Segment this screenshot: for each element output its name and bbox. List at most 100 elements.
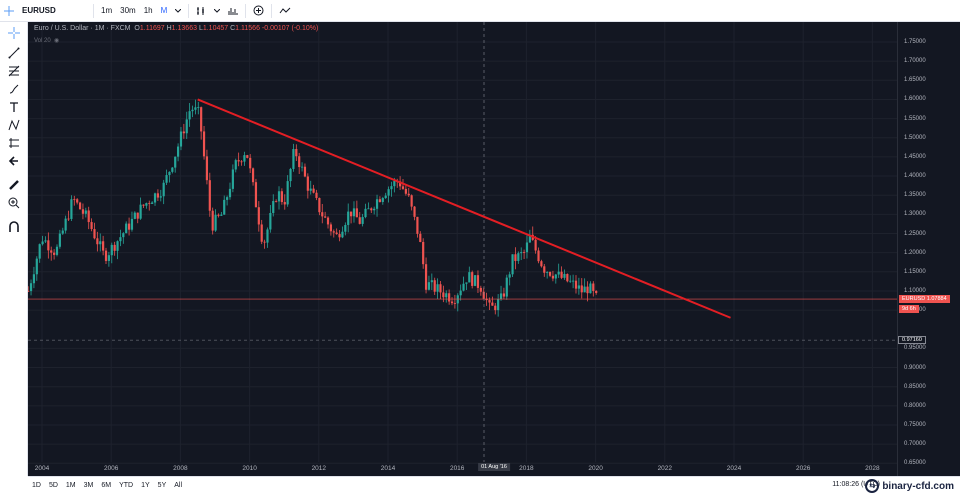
interval-dropdown-icon[interactable] [171, 0, 185, 22]
price-tick-label: 1.70000 [904, 58, 926, 65]
price-tick-label: 0.70000 [904, 441, 926, 448]
eye-icon[interactable]: ◉ [54, 38, 60, 44]
price-tick-label: 0.95000 [904, 345, 926, 352]
prediction-tool-icon[interactable] [5, 134, 23, 152]
range-all[interactable]: All [174, 482, 183, 489]
candle-body [191, 109, 194, 112]
candle-body [200, 107, 203, 132]
legend-open-label: O [134, 25, 140, 32]
range-5y[interactable]: 5Y [157, 482, 167, 489]
range-5d[interactable]: 5D [48, 482, 58, 489]
candle-body [370, 208, 373, 211]
candle-body [266, 229, 269, 243]
candle-body [249, 157, 252, 169]
candle-body [298, 156, 301, 168]
candle-body [427, 282, 431, 290]
candle-body [61, 230, 64, 234]
price-chart[interactable]: Euro / U.S. Dollar · 1M · FXCM O1.11697 … [28, 22, 897, 476]
candle-body [41, 241, 44, 245]
interval-1m[interactable]: 1m [101, 5, 113, 15]
fib-tool-icon[interactable] [5, 62, 23, 80]
candle-body [243, 155, 246, 162]
time-tick-label: 2026 [795, 465, 811, 472]
range-1m[interactable]: 1M [65, 482, 76, 489]
price-tick-label: 0.90000 [904, 364, 926, 371]
trend-line-icon[interactable] [5, 44, 23, 62]
price-scale[interactable]: 1.75000 1.70000 1.65000 1.60000 1.55000 1.500… [897, 22, 960, 476]
candle-body [548, 272, 552, 276]
ruler-icon[interactable] [5, 176, 23, 194]
candle-body [476, 275, 480, 288]
watermark: ⇆ binary-cfd.com [865, 479, 954, 493]
candle-body [566, 273, 569, 282]
candle-body [90, 222, 93, 230]
price-tick-label: 1.45000 [904, 153, 926, 160]
candle-body [324, 216, 327, 218]
candle-body [58, 233, 61, 247]
candle-body [546, 272, 549, 273]
candle-body [448, 293, 451, 302]
candle-body [179, 131, 183, 147]
candle-body [537, 250, 540, 262]
candle-body [156, 193, 160, 198]
candle-body [407, 193, 410, 196]
candle-body [70, 199, 73, 219]
indicators-icon[interactable] [224, 0, 242, 22]
crosshair-price-label: 0.97160 [898, 336, 926, 345]
brush-icon[interactable] [5, 80, 23, 98]
candle-body [404, 188, 407, 194]
candle-body [424, 264, 428, 290]
chart-canvas[interactable] [28, 22, 897, 476]
candle-body [67, 218, 70, 220]
candle-body [543, 266, 546, 273]
candle-body [534, 239, 537, 251]
current-price-badge: EURUSD 1.07884 [899, 295, 950, 304]
symbol-search-icon[interactable] [0, 0, 18, 22]
candle-body [119, 237, 122, 242]
candle-body [151, 202, 154, 204]
legend-change: -0.00107 (-0.10%) [261, 25, 319, 32]
interval-month[interactable]: M [160, 5, 168, 15]
candle-body [511, 254, 514, 275]
drawing-toolbar [0, 22, 28, 476]
crosshair-icon[interactable] [5, 24, 23, 42]
candle-body [182, 131, 185, 134]
range-6m[interactable]: 6M [101, 482, 112, 489]
legend-high-label: H [166, 25, 172, 32]
price-tick-label: 1.65000 [904, 77, 926, 84]
zoom-in-icon[interactable] [5, 194, 23, 212]
add-compare-icon[interactable] [249, 0, 268, 22]
candle-body [347, 211, 350, 225]
candle-body [465, 282, 468, 284]
range-3m[interactable]: 3M [83, 482, 94, 489]
chart-type-icon[interactable] [192, 0, 210, 22]
candle-body [107, 255, 110, 261]
interval-30m[interactable]: 30m [120, 5, 136, 15]
range-1d[interactable]: 1D [32, 482, 41, 489]
range-ytd[interactable]: YTD [119, 482, 134, 489]
price-tick-label: 0.65000 [904, 460, 926, 467]
candle-body [269, 212, 272, 230]
range-1y[interactable]: 1Y [141, 482, 150, 489]
candle-body [116, 241, 119, 251]
pattern-tool-icon[interactable] [5, 116, 23, 134]
alert-icon[interactable] [275, 0, 295, 22]
candle-body [142, 204, 145, 206]
candle-body [393, 180, 396, 187]
symbol-button[interactable]: EURUSD [22, 5, 56, 15]
candle-body [497, 298, 500, 311]
candle-body [102, 241, 105, 251]
back-arrow-icon[interactable] [5, 152, 23, 170]
chart-type-dropdown-icon[interactable] [210, 0, 224, 22]
interval-1h[interactable]: 1h [143, 5, 153, 15]
candle-body [367, 208, 370, 210]
text-tool-icon[interactable] [5, 98, 23, 116]
magnet-icon[interactable] [5, 218, 23, 236]
price-tick-label: 1.75000 [904, 39, 926, 45]
utc-clock[interactable]: 11:08:26 (UTC) [832, 481, 880, 488]
candle-body [586, 286, 589, 294]
divider [245, 3, 247, 18]
price-tick-label: 1.55000 [904, 115, 926, 122]
candle-body [462, 283, 465, 291]
candle-body [499, 293, 503, 299]
